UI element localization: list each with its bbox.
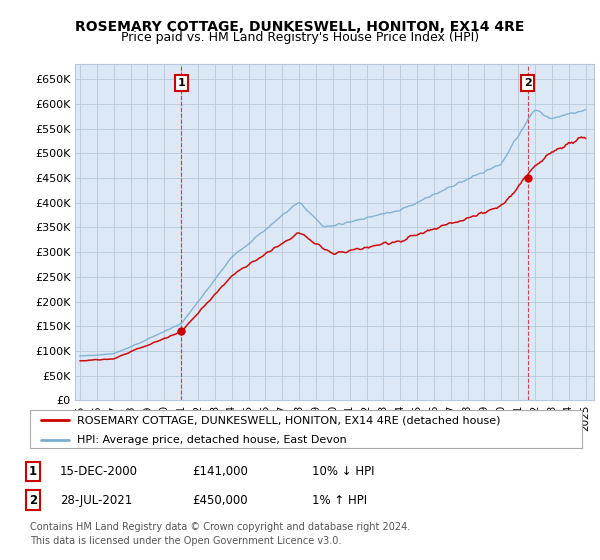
Text: 1% ↑ HPI: 1% ↑ HPI (312, 493, 367, 507)
Text: 2: 2 (29, 493, 37, 507)
Text: 10% ↓ HPI: 10% ↓ HPI (312, 465, 374, 478)
Text: £141,000: £141,000 (192, 465, 248, 478)
Text: ROSEMARY COTTAGE, DUNKESWELL, HONITON, EX14 4RE (detached house): ROSEMARY COTTAGE, DUNKESWELL, HONITON, E… (77, 415, 500, 425)
Text: 1: 1 (29, 465, 37, 478)
Text: Contains HM Land Registry data © Crown copyright and database right 2024.
This d: Contains HM Land Registry data © Crown c… (30, 522, 410, 546)
Text: 28-JUL-2021: 28-JUL-2021 (60, 493, 132, 507)
Text: Price paid vs. HM Land Registry's House Price Index (HPI): Price paid vs. HM Land Registry's House … (121, 31, 479, 44)
Text: 2: 2 (524, 78, 532, 88)
Text: ROSEMARY COTTAGE, DUNKESWELL, HONITON, EX14 4RE: ROSEMARY COTTAGE, DUNKESWELL, HONITON, E… (76, 20, 524, 34)
Text: £450,000: £450,000 (192, 493, 248, 507)
Text: 1: 1 (177, 78, 185, 88)
Text: 15-DEC-2000: 15-DEC-2000 (60, 465, 138, 478)
Text: HPI: Average price, detached house, East Devon: HPI: Average price, detached house, East… (77, 435, 347, 445)
